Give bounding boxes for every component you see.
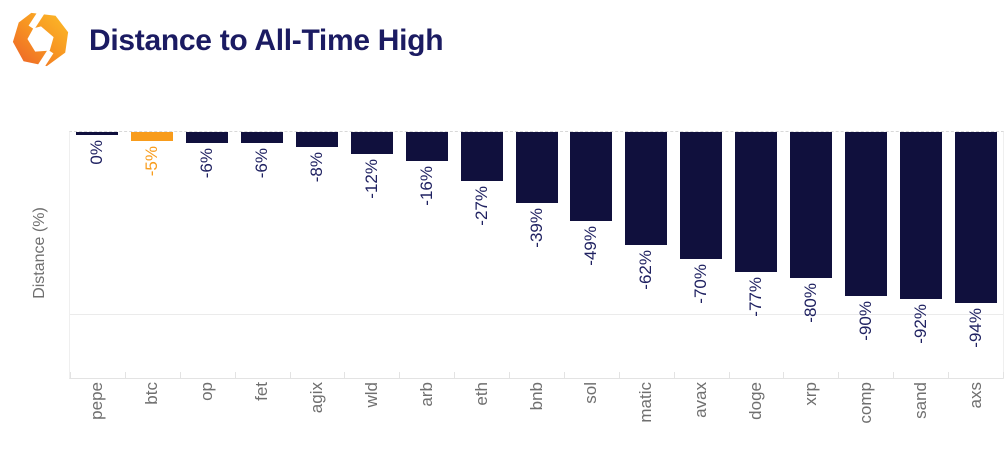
bar-chart-plot-area: 0% pepe -5% btc -6% op -6% fet -8% agix -12% wld -16…: [69, 131, 1004, 424]
bar-value-label-agix: -8%: [306, 151, 326, 182]
x-tick-label-doge: doge: [746, 382, 766, 420]
x-tick-label-sol: sol: [581, 382, 601, 404]
x-tick-label-comp: comp: [855, 382, 875, 424]
x-axis-tick-mark: [124, 372, 126, 378]
bar-matic: [625, 132, 668, 245]
x-tick-label-eth: eth: [471, 382, 491, 406]
x-tick-label-bnb: bnb: [526, 382, 546, 411]
bar-xrp: [789, 132, 832, 278]
x-axis-tick-mark: [454, 372, 456, 378]
x-tick-label-wld: wld: [361, 382, 381, 408]
x-tick-label-sand: sand: [910, 382, 930, 419]
x-axis-tick-mark: [1003, 372, 1004, 378]
bar-value-label-arb: -16%: [416, 166, 436, 206]
bar-wld: [350, 132, 393, 154]
bar-sand: [899, 132, 942, 300]
bar-value-label-eth: -27%: [471, 186, 491, 226]
x-tick-label-op: op: [197, 382, 217, 401]
x-tick-label-arb: arb: [416, 382, 436, 407]
x-tick-label-btc: btc: [142, 382, 162, 405]
x-axis-tick-mark: [509, 372, 511, 378]
x-tick-label-avax: avax: [691, 382, 711, 418]
x-axis-tick-mark: [399, 372, 401, 378]
bar-axs: [954, 132, 997, 304]
chart-title: Distance to All-Time High: [89, 24, 444, 57]
x-axis-tick-mark: [563, 372, 565, 378]
x-axis-tick-mark: [70, 372, 71, 378]
x-axis-tick-mark: [618, 372, 620, 378]
bar-agix: [295, 132, 338, 147]
bar-arb: [405, 132, 448, 162]
x-tick-label-pepe: pepe: [87, 382, 107, 420]
bar-value-label-bnb: -39%: [526, 207, 546, 248]
x-axis-tick-mark: [289, 372, 291, 378]
x-axis-tick-mark: [234, 372, 236, 378]
bar-value-label-btc: -5%: [142, 146, 162, 177]
x-tick-label-agix: agix: [306, 382, 326, 414]
x-axis-tick-mark: [838, 372, 840, 378]
bar-doge: [735, 132, 778, 273]
x-tick-label-xrp: xrp: [800, 382, 820, 406]
x-axis-tick-mark: [783, 372, 785, 378]
gridline-minus-100: [70, 314, 1003, 315]
x-axis-tick-mark: [948, 372, 950, 378]
bar-eth: [460, 132, 503, 182]
bar-sol: [570, 132, 613, 222]
bar-bnb: [515, 132, 558, 203]
bar-value-label-op: -6%: [197, 147, 217, 179]
x-axis-tick-mark: [344, 372, 346, 378]
bar-value-label-fet: -6%: [252, 147, 272, 179]
x-tick-label-matic: matic: [636, 382, 656, 423]
x-axis-tick-mark: [728, 372, 730, 378]
x-axis-tick-mark: [673, 372, 675, 378]
brand-hexagon-logo-icon: [12, 9, 69, 70]
bar-value-label-pepe: 0%: [87, 139, 107, 165]
bar-avax: [680, 132, 723, 260]
bar-pepe: [76, 132, 119, 135]
x-axis-tick-mark: [893, 372, 895, 378]
bar-value-label-sol: -49%: [581, 226, 601, 266]
bar-op: [186, 132, 229, 143]
bar-fet: [241, 132, 284, 143]
bar-value-label-matic: -62%: [636, 249, 656, 290]
x-tick-label-fet: fet: [252, 382, 272, 401]
bar-comp: [844, 132, 887, 296]
x-axis-tick-mark: [179, 372, 181, 378]
bar-value-label-wld: -12%: [361, 158, 381, 199]
x-tick-label-axs: axs: [965, 382, 985, 409]
y-axis-label: Distance (%): [31, 207, 48, 299]
bar-btc: [131, 132, 174, 142]
